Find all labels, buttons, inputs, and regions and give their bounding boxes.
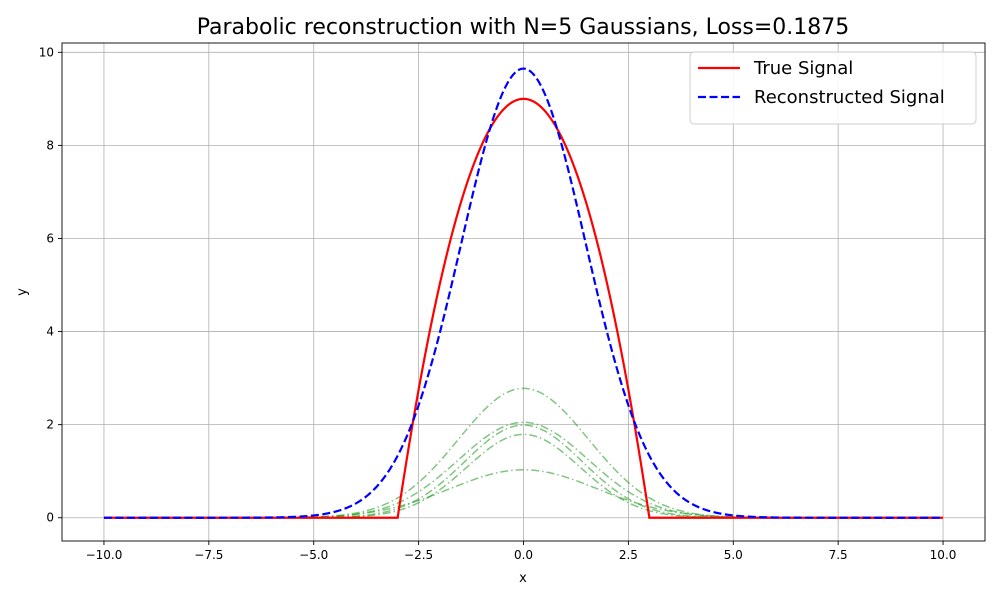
y-tick-label: 4 — [46, 325, 54, 339]
x-tick-label: 0.0 — [514, 548, 533, 562]
series-layer — [103, 67, 944, 519]
x-tick-label: −10.0 — [86, 548, 123, 562]
x-tick-label: 5.0 — [724, 548, 743, 562]
x-tick-label: −5.0 — [299, 548, 328, 562]
legend-box — [689, 51, 977, 125]
y-tick-label: 10 — [39, 45, 54, 59]
y-tick-label: 0 — [46, 511, 54, 525]
y-tick-label: 2 — [46, 418, 54, 432]
y-tick-label: 8 — [46, 138, 54, 152]
legend-label-true: True Signal — [753, 58, 853, 79]
x-tick-label: −7.5 — [194, 548, 223, 562]
x-axis-label: x — [519, 571, 527, 586]
axes-layer: −10.0 −7.5 −5.0 −2.5 0.0 2.5 5.0 7.5 10.0 0 2 4 6 8 10 — [39, 42, 986, 562]
x-tick-label: −2.5 — [404, 548, 433, 562]
x-tick-label: 10.0 — [930, 548, 957, 562]
legend: True Signal Reconstructed Signal — [689, 51, 977, 125]
reconstructed-signal-line — [103, 67, 944, 519]
y-axis-label: y — [15, 288, 30, 296]
legend-label-reconstruction: Reconstructed Signal — [754, 87, 945, 108]
x-tick-label: 7.5 — [829, 548, 848, 562]
chart-title: Parabolic reconstruction with N=5 Gaussi… — [197, 15, 850, 40]
y-tick-label: 6 — [46, 231, 54, 245]
x-tick-label: 2.5 — [619, 548, 638, 562]
